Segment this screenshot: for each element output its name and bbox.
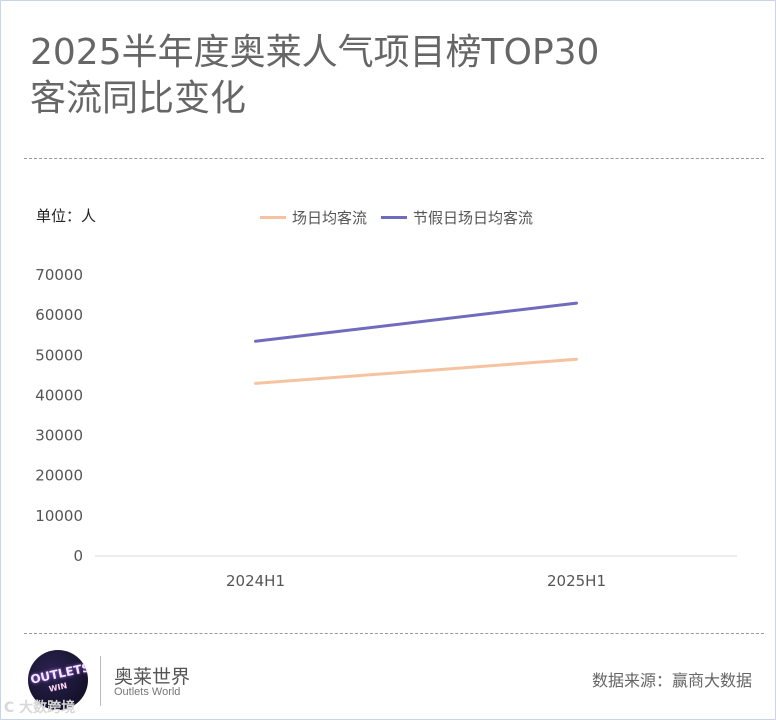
y-tick-label: 60000 xyxy=(35,306,83,324)
title-line-2: 客流同比变化 xyxy=(30,78,247,119)
legend-swatch-series-2 xyxy=(381,216,408,219)
y-tick-label: 0 xyxy=(73,547,83,565)
brand-name-cn: 奥莱世界 xyxy=(114,666,191,688)
series-line-2 xyxy=(254,301,578,343)
y-tick-label: 70000 xyxy=(35,266,83,284)
series-line-1 xyxy=(254,357,578,385)
y-axis-ticks: 0 10000 20000 30000 40000 50000 60000 70000 xyxy=(35,266,83,565)
bottom-divider xyxy=(24,633,764,634)
legend-item-series-1: 场日均客流 xyxy=(260,207,367,228)
series-lines xyxy=(254,301,578,385)
y-tick-label: 30000 xyxy=(35,427,83,445)
legend-label-series-1: 场日均客流 xyxy=(292,209,368,227)
line-chart: 0 10000 20000 30000 40000 50000 60000 70000 202… xyxy=(35,266,737,590)
legend-label-series-2: 节假日场日均客流 xyxy=(413,209,534,227)
brand-name-en: Outlets World xyxy=(114,686,181,698)
legend-item-series-2: 节假日场日均客流 xyxy=(381,207,533,228)
unit-label: 单位：人 xyxy=(36,207,97,225)
y-tick-label: 20000 xyxy=(35,467,83,485)
y-tick-label: 10000 xyxy=(35,507,83,525)
title-line-1: 2025半年度奥莱人气项目榜TOP30 xyxy=(30,32,600,73)
brand-logo: OUTLETS WIN xyxy=(28,650,88,710)
x-tick-label: 2024H1 xyxy=(226,572,285,590)
top-divider xyxy=(24,158,764,159)
legend-swatch-series-1 xyxy=(260,216,286,219)
y-tick-label: 50000 xyxy=(35,346,83,364)
chart-legend: 场日均客流 节假日场日均客流 xyxy=(260,207,533,228)
y-tick-label: 40000 xyxy=(35,386,83,404)
watermark: C 大数跨境 xyxy=(4,700,76,716)
x-tick-label: 2025H1 xyxy=(547,572,606,590)
x-axis-ticks: 2024H1 2025H1 xyxy=(226,572,606,590)
page-title: 2025半年度奥莱人气项目榜TOP30 客流同比变化 xyxy=(30,30,730,122)
data-source: 数据来源：赢商大数据 xyxy=(591,671,752,690)
footer-separator xyxy=(100,656,101,706)
